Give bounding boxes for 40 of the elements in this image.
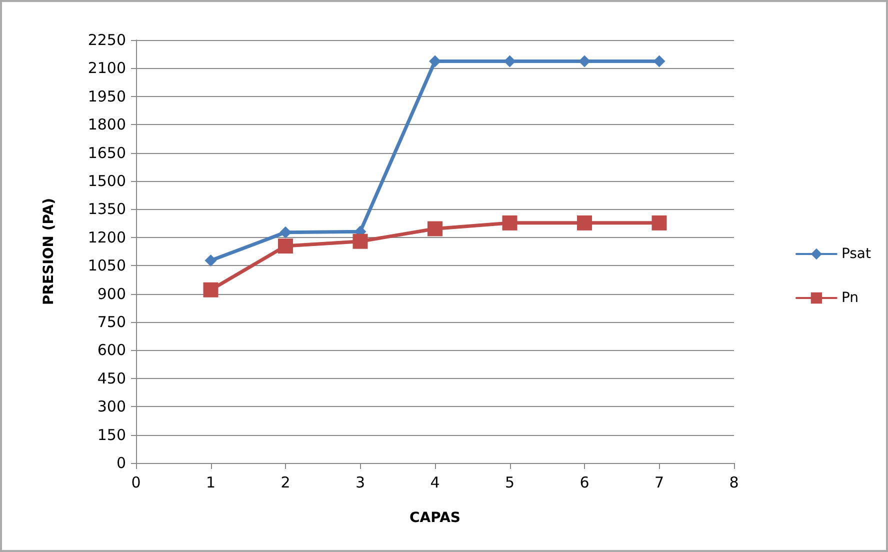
y-tick-label: 1200 — [88, 228, 126, 246]
y-tick-label: 1350 — [88, 200, 126, 218]
y-tick-label: 900 — [97, 284, 126, 303]
x-tick-label: 5 — [504, 474, 515, 492]
x-tick-label: 6 — [580, 474, 590, 492]
legend-label: Psat — [841, 246, 872, 262]
legend-label: Pn — [841, 290, 859, 306]
point — [429, 55, 441, 68]
y-tick-label: 1050 — [88, 256, 126, 275]
y-tick-label: 300 — [97, 398, 126, 416]
y-tick-label: 1800 — [88, 116, 126, 134]
point — [578, 55, 590, 68]
point — [577, 215, 592, 230]
point — [428, 221, 442, 236]
x-tick-label: 0 — [131, 474, 141, 492]
point — [352, 234, 368, 249]
x-tick-label: 2 — [280, 474, 290, 492]
point — [204, 254, 217, 267]
point — [280, 226, 292, 238]
x-tick-label: 1 — [206, 474, 216, 492]
x-axis-title: CAPAS — [409, 510, 461, 526]
point — [652, 215, 667, 230]
x-tick-label: 8 — [729, 474, 739, 492]
y-tick-label: 750 — [97, 313, 126, 331]
x-tick-label: 3 — [355, 474, 366, 492]
x-tick-label: 7 — [654, 474, 664, 492]
y-axis-title: PRESION (PA) — [41, 198, 57, 305]
y-tick-label: 2100 — [88, 59, 126, 78]
y-tick-label: 1500 — [88, 172, 126, 190]
y-tick-label: 150 — [97, 426, 126, 444]
point — [203, 282, 218, 298]
y-tick-label: 1650 — [88, 144, 126, 162]
y-tick-label: 600 — [97, 341, 126, 360]
y-tick-label: 450 — [97, 369, 126, 388]
point — [502, 215, 518, 230]
y-tick-label: 2250 — [88, 31, 126, 49]
y-tick-label: 1950 — [88, 87, 126, 106]
point — [278, 238, 293, 254]
x-tick-label: 4 — [430, 474, 440, 492]
y-tick-label: 0 — [116, 454, 126, 472]
